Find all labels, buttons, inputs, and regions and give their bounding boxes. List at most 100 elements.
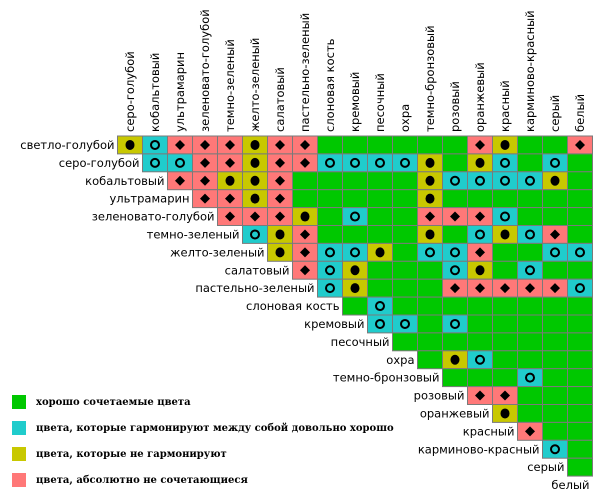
cell-symbol <box>400 157 410 168</box>
row-label: охра <box>386 353 414 367</box>
column-header: карминово-красный <box>523 10 537 132</box>
cell-symbol <box>500 139 510 150</box>
cell <box>567 421 593 441</box>
row-label: желто-зеленый <box>170 245 264 259</box>
cell <box>542 439 568 459</box>
cell <box>442 314 468 334</box>
cell <box>542 189 568 209</box>
cell <box>442 153 468 173</box>
cell-symbol <box>550 229 560 240</box>
column-header: песочный <box>373 73 387 132</box>
cell-symbol <box>375 318 385 329</box>
cell-symbol <box>525 372 535 383</box>
column-header: розовый <box>448 81 462 132</box>
cell-symbol <box>425 157 435 168</box>
cell-symbol <box>475 211 485 222</box>
cell-symbol <box>550 444 560 455</box>
cell-symbol <box>525 283 535 294</box>
cell-symbol <box>475 157 485 168</box>
cell-symbol <box>200 175 210 186</box>
column-header: красный <box>498 80 512 132</box>
cell-symbol <box>150 157 160 168</box>
cell-symbol <box>425 247 435 258</box>
cell <box>442 242 468 262</box>
cell-symbol <box>375 247 385 258</box>
cell-symbol <box>250 175 260 186</box>
column-header: слоновая кость <box>323 38 337 132</box>
cell-symbol <box>500 229 510 240</box>
cell-symbol <box>350 283 360 294</box>
cell <box>517 153 543 173</box>
cell-symbol <box>500 390 510 401</box>
cell <box>467 225 493 244</box>
cell <box>492 332 518 352</box>
row-label: серый <box>527 460 564 474</box>
cell <box>567 439 593 459</box>
cell-symbol <box>325 265 335 276</box>
column-header: темно-бронзовый <box>423 25 437 132</box>
cell <box>517 350 543 370</box>
cell <box>392 260 418 280</box>
legend-label: хорошо сочетаемые цвета <box>36 397 191 408</box>
cell <box>417 242 443 262</box>
cell <box>317 189 343 209</box>
cell <box>467 350 493 370</box>
row-label: темно-бронзовый <box>333 371 440 385</box>
cell <box>442 225 468 244</box>
cell-symbol <box>275 175 285 186</box>
cell-symbol <box>475 283 485 294</box>
cell <box>567 207 593 227</box>
cell-symbol <box>525 229 535 240</box>
cell <box>567 350 593 370</box>
cell-symbol <box>200 193 210 204</box>
row-label: зеленовато-голубой <box>92 210 215 224</box>
column-header: белый <box>573 94 587 132</box>
legend-label: цвета, абсолютно не сочетающиеся <box>36 475 248 486</box>
legend-swatch <box>12 447 26 461</box>
cell-symbol <box>250 157 260 168</box>
cell <box>567 278 593 298</box>
cell <box>392 278 418 298</box>
cell <box>317 153 343 173</box>
cell <box>567 368 593 388</box>
column-header: ультрамарин <box>173 52 187 132</box>
cell-symbol <box>475 354 485 365</box>
cell <box>492 296 518 316</box>
cell-symbol <box>500 283 510 294</box>
cell <box>467 296 493 316</box>
cell <box>367 314 393 334</box>
cell-symbol <box>450 283 460 294</box>
cell <box>317 225 343 244</box>
cell-symbol <box>350 157 360 168</box>
row-label: серо-голубой <box>59 156 140 170</box>
column-header: темно-зеленый <box>223 39 237 132</box>
legend-swatch <box>12 395 26 409</box>
cell <box>567 296 593 316</box>
cell-symbol <box>175 157 185 168</box>
row-label: ультрамарин <box>110 192 190 206</box>
row-label: красный <box>463 424 515 438</box>
cell <box>417 278 443 298</box>
cell <box>417 314 443 334</box>
cell-symbol <box>525 175 535 186</box>
cell-symbol <box>575 139 585 150</box>
cell-symbol <box>275 139 285 150</box>
cell <box>317 260 343 280</box>
cell <box>517 135 543 155</box>
cell <box>292 171 318 191</box>
cell <box>567 171 593 191</box>
cell <box>367 278 393 298</box>
cell-symbol <box>375 301 385 312</box>
cell-symbol <box>250 229 260 240</box>
column-header: кремовый <box>348 72 362 132</box>
cell-symbol <box>150 139 160 150</box>
cell <box>367 171 393 191</box>
cell <box>392 225 418 244</box>
cell <box>342 242 368 262</box>
cell <box>342 171 368 191</box>
cell <box>517 296 543 316</box>
cell-symbol <box>250 139 260 150</box>
cell <box>342 153 368 173</box>
cell <box>392 153 418 173</box>
cell-symbol <box>425 211 435 222</box>
